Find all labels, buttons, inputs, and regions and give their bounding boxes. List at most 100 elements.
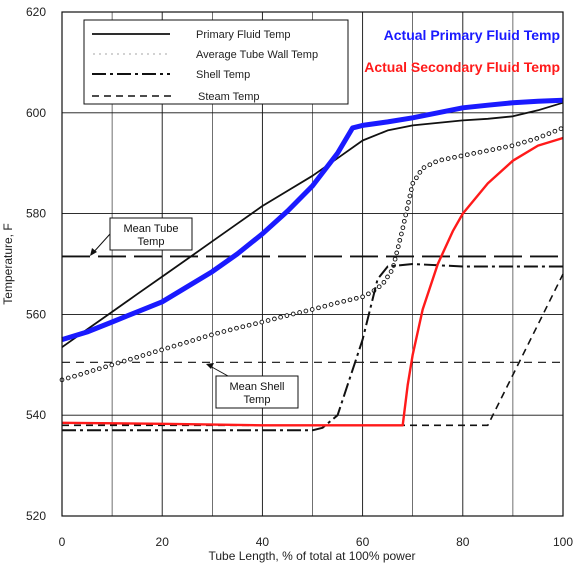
annotation-mean-shell: Mean Shell Temp xyxy=(206,363,299,409)
tube-wall-point xyxy=(534,136,540,141)
tube-wall-point xyxy=(522,139,527,145)
tube-wall-point xyxy=(414,175,419,181)
tube-wall-point xyxy=(406,199,411,205)
tube-wall-point xyxy=(146,351,152,356)
tube-wall-point xyxy=(334,300,340,306)
tube-wall-point xyxy=(404,206,410,211)
series-layer xyxy=(59,97,564,432)
annotation-mean-shell-label-2: Temp xyxy=(244,394,271,406)
annotation-mean-shell-arrowhead xyxy=(206,363,214,369)
annotation-mean-tube-label-2: Temp xyxy=(138,236,165,248)
tube-wall-point xyxy=(490,147,496,152)
tube-wall-point xyxy=(78,371,84,377)
annotation-mean-shell-arrow xyxy=(209,365,229,377)
x-tick-label: 0 xyxy=(59,535,66,549)
tube-wall-point xyxy=(309,307,315,312)
tube-wall-point xyxy=(558,126,564,132)
tube-wall-point xyxy=(152,349,158,355)
tube-wall-point xyxy=(196,336,202,341)
tube-wall-point xyxy=(399,231,404,237)
label-actual-secondary: Actual Secondary Fluid Temp xyxy=(364,59,560,75)
tube-wall-point xyxy=(392,256,398,262)
tube-wall-point xyxy=(388,269,394,274)
tube-wall-point xyxy=(464,152,470,158)
tube-wall-point xyxy=(103,364,108,370)
tube-wall-point xyxy=(341,298,347,304)
tube-wall-point xyxy=(253,321,258,327)
y-tick-label: 580 xyxy=(26,207,46,221)
tube-wall-point xyxy=(407,193,413,199)
annotation-mean-tube-arrowhead xyxy=(90,248,97,256)
y-tick-label: 520 xyxy=(26,509,46,523)
tube-wall-point xyxy=(395,244,401,249)
tube-wall-point xyxy=(109,362,115,368)
x-axis-label: Tube Length, % of total at 100% power xyxy=(208,549,415,563)
tube-wall-point xyxy=(421,165,427,170)
tube-wall-point xyxy=(410,180,416,186)
legend-label-steam: Steam Temp xyxy=(198,91,260,103)
tube-wall-point xyxy=(477,149,483,155)
tube-wall-point xyxy=(121,358,127,364)
tube-wall-point xyxy=(401,218,407,224)
tube-wall-point xyxy=(458,153,464,159)
tube-wall-point xyxy=(552,128,558,134)
x-tick-label: 20 xyxy=(156,535,170,549)
tube-wall-point xyxy=(403,212,409,218)
legend-label-primary: Primary Fluid Temp xyxy=(196,29,291,41)
tube-wall-point xyxy=(159,347,164,353)
tube-wall-point xyxy=(240,324,246,330)
tube-wall-point xyxy=(246,322,252,328)
x-tick-label: 80 xyxy=(456,535,470,549)
y-tick-label: 540 xyxy=(26,408,46,422)
annotation-mean-tube: Mean Tube Temp xyxy=(90,217,193,256)
annotation-mean-tube-label: Mean Tube xyxy=(123,223,178,235)
tube-wall-point xyxy=(284,313,290,318)
tube-wall-point xyxy=(427,162,433,168)
annotation-mean-shell-label: Mean Shell xyxy=(229,381,284,393)
tube-wall-point xyxy=(72,373,77,379)
tube-wall-point xyxy=(221,329,227,334)
tube-wall-point xyxy=(360,294,365,300)
y-tick-label: 560 xyxy=(26,307,46,321)
tube-wall-point xyxy=(376,284,382,290)
tube-wall-point xyxy=(215,330,220,336)
tube-wall-point xyxy=(353,295,359,301)
tube-wall-point xyxy=(503,144,508,150)
actual-primary-fluid-temp-line xyxy=(61,97,564,342)
tube-wall-point xyxy=(128,356,133,362)
tube-wall-point xyxy=(322,303,328,309)
y-tick-label: 600 xyxy=(26,106,46,120)
tube-wall-point xyxy=(408,187,414,192)
tube-wall-point xyxy=(171,343,177,349)
tube-wall-point xyxy=(290,311,296,317)
tube-wall-point xyxy=(303,308,309,314)
tube-wall-point xyxy=(227,327,233,333)
tube-wall-point xyxy=(439,157,445,163)
tube-wall-point xyxy=(397,237,403,243)
tube-wall-point xyxy=(540,133,546,139)
tube-wall-point xyxy=(165,345,171,351)
tube-wall-point xyxy=(259,319,265,325)
tube-wall-point xyxy=(265,318,271,323)
tube-wall-point xyxy=(328,302,334,307)
shell-temp-line xyxy=(62,263,563,432)
tube-wall-point xyxy=(96,366,102,372)
actual-secondary-fluid-temp-line xyxy=(61,136,564,427)
legend: Primary Fluid Temp Average Tube Wall Tem… xyxy=(83,19,349,105)
x-tick-label: 60 xyxy=(356,535,370,549)
tube-wall-point xyxy=(140,353,146,358)
x-tick-label: 40 xyxy=(256,535,270,549)
tube-wall-point xyxy=(381,279,387,285)
plot-frame xyxy=(61,11,564,517)
tick-labels: 0 20 40 60 80 100 520 540 560 580 600 620 xyxy=(26,5,573,549)
tube-wall-point xyxy=(528,137,533,143)
tube-wall-point xyxy=(394,250,400,256)
legend-label-shell: Shell Temp xyxy=(196,69,250,81)
tube-wall-point xyxy=(190,338,196,343)
y-axis-label: Temperature, F xyxy=(1,223,15,304)
tube-wall-point xyxy=(316,305,321,311)
tube-wall-point xyxy=(445,156,451,161)
tube-wall-point xyxy=(115,360,121,366)
tube-wall-point xyxy=(546,131,552,136)
